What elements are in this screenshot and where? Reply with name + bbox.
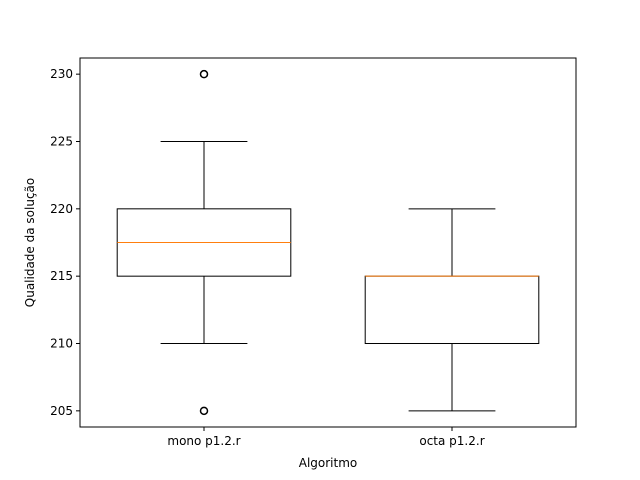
outlier-point (199, 406, 209, 416)
x-axis-label: Algoritmo (299, 456, 358, 470)
box-group-2 (364, 208, 540, 412)
y-axis-label: Qualidade da solução (23, 178, 37, 307)
x-tick-label: mono p1.2.r (167, 434, 240, 448)
axes-frame (79, 57, 577, 428)
y-tick-label: 210 (50, 337, 73, 351)
box-group-1 (116, 69, 292, 416)
y-tick-label: 220 (50, 202, 73, 216)
y-tick-label: 205 (50, 404, 73, 418)
y-tick-label: 230 (50, 67, 73, 81)
y-tick-label: 215 (50, 269, 73, 283)
x-tick-label: octa p1.2.r (419, 434, 484, 448)
y-tick-label: 225 (50, 134, 73, 148)
tick-layer: mono p1.2.r octa p1.2.r 205 210 215 220 225 230 (50, 67, 485, 448)
outlier-point (199, 69, 209, 79)
plot-area (116, 69, 540, 416)
